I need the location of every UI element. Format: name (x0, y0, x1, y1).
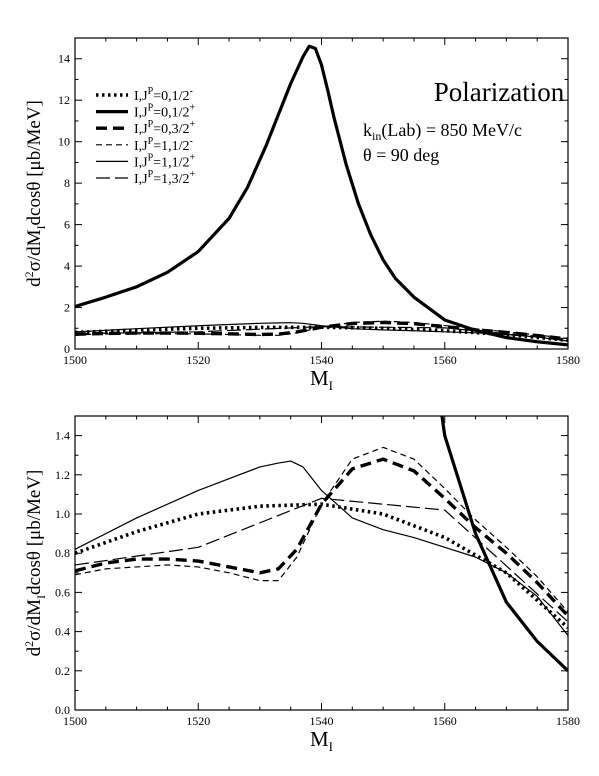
legend-entry-1: I,JP=0,1/2- (134, 86, 193, 104)
x-tick-label: 1500 (63, 353, 87, 367)
series-line-4 (75, 446, 568, 613)
series-line-4 (75, 320, 568, 340)
y-tick-label: 0.4 (55, 625, 70, 639)
series-line-5 (75, 322, 568, 342)
y-tick-label: 14 (58, 52, 70, 66)
y-tick-label: 0 (64, 342, 70, 356)
series-line-5 (75, 460, 568, 636)
legend-entry-2: I,JP=0,1/2+ (134, 103, 195, 121)
x-tick-label: 1580 (556, 353, 580, 367)
x-tick-label: 1540 (310, 714, 334, 728)
legend-entry-5: I,JP=1,1/2+ (134, 152, 195, 170)
y-tick-label: 0.8 (55, 546, 70, 560)
x-tick-label: 1500 (63, 714, 87, 728)
x-axis-label: MI (310, 727, 333, 754)
series-line-2 (75, 44, 568, 347)
x-tick-label: 1520 (186, 353, 210, 367)
legend: I,JP=0,1/2-I,JP=0,1/2+I,JP=0,3/2+I,JP=1,… (96, 86, 195, 187)
x-tick-label: 1560 (433, 714, 457, 728)
bottom-panel: 1500 1520 1540 1560 1580 0.0 0.2 0.4 0.6 0.8 1.0 1.… (22, 415, 580, 754)
y-tick-label: 4 (64, 259, 70, 273)
y-tick-label: 0.6 (55, 585, 70, 599)
svg-text:d2σ/dMIdcosθ [μb/MeV]: d2σ/dMIdcosθ [μb/MeV] (22, 100, 48, 287)
svg-text:d2σ/dMIdcosθ [μb/MeV]: d2σ/dMIdcosθ [μb/MeV] (22, 470, 48, 657)
y-tick-label: 8 (64, 176, 70, 190)
x-tick-label: 1560 (433, 353, 457, 367)
y-tick-label: 1.4 (55, 429, 70, 443)
annotation-theta: θ = 90 deg (363, 145, 439, 165)
series-line-6 (75, 326, 568, 341)
legend-entry-6: I,JP=1,3/2+ (134, 169, 195, 187)
y-axis-label: d2σ/dMIdcosθ [μb/MeV] (22, 100, 48, 287)
x-tick-label: 1520 (186, 714, 210, 728)
chart-title: Polarization (434, 77, 565, 107)
top-panel: 1500 1520 1540 1560 1580 0 2 4 6 8 10 12 14 MI d2σ/dMI… (22, 37, 580, 393)
y-tick-label: 0.2 (55, 664, 70, 678)
series-line-6 (75, 497, 568, 623)
plot-frame (74, 415, 569, 711)
x-tick-label: 1540 (310, 353, 334, 367)
legend-entry-4: I,JP=1,1/2- (134, 136, 193, 154)
y-tick-label: 1.2 (55, 468, 70, 482)
y-tick-label: 2 (64, 301, 70, 315)
legend-entry-3: I,JP=0,3/2+ (134, 119, 195, 137)
series-line-3 (75, 457, 568, 618)
y-axis-label: d2σ/dMIdcosθ [μb/MeV] (22, 470, 48, 657)
y-tick-label: 0.0 (55, 703, 70, 717)
y-tick-label: 6 (64, 218, 70, 232)
y-tick-label: 1.0 (55, 507, 70, 521)
series-line-3 (75, 320, 568, 341)
y-tick-label: 12 (58, 93, 70, 107)
annotation-kin: kin(Lab) = 850 MeV/c (363, 120, 522, 143)
x-tick-label: 1580 (556, 714, 580, 728)
x-axis-label: MI (310, 366, 333, 393)
y-tick-label: 10 (58, 135, 70, 149)
